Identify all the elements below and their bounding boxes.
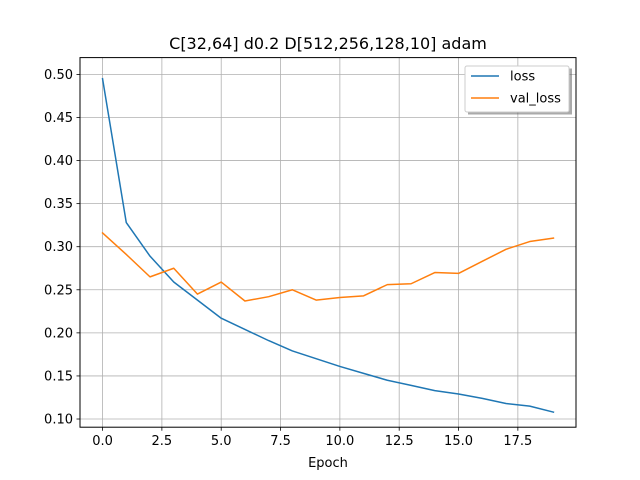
y-tick-label: 0.50 xyxy=(44,68,73,83)
legend: loss val_loss xyxy=(464,65,572,115)
legend-label-val-loss: val_loss xyxy=(510,92,561,107)
y-tick-label: 0.30 xyxy=(44,240,73,255)
x-tick-label: 7.5 xyxy=(270,434,291,449)
y-tick-label: 0.40 xyxy=(44,154,73,169)
x-tick-label: 12.5 xyxy=(385,434,414,449)
x-tick-label: 15.0 xyxy=(444,434,473,449)
y-tick-label: 0.45 xyxy=(44,111,73,126)
y-tick-label: 0.25 xyxy=(44,283,73,298)
plot-frame xyxy=(79,57,577,428)
y-tick-label: 0.20 xyxy=(44,326,73,341)
grid xyxy=(80,57,576,428)
y-tick-label: 0.10 xyxy=(44,413,73,428)
x-tick-label: 17.5 xyxy=(503,434,532,449)
legend-box xyxy=(464,65,570,113)
legend-label-loss: loss xyxy=(510,70,535,85)
series-line-loss xyxy=(101,77,555,414)
x-tick-label: 5.0 xyxy=(211,434,232,449)
y-tick-label: 0.15 xyxy=(44,369,73,384)
x-tick-label: 0.0 xyxy=(92,434,113,449)
series-line-val-loss xyxy=(101,231,555,302)
y-tick-label: 0.35 xyxy=(44,197,73,212)
x-axis-label: Epoch xyxy=(308,456,348,471)
x-tick-label: 10.0 xyxy=(325,434,354,449)
chart-title: C[32,64] d0.2 D[512,256,128,10] adam xyxy=(169,34,487,53)
legend-entries: loss val_loss xyxy=(471,70,561,107)
x-tick-label: 2.5 xyxy=(152,434,173,449)
series-group xyxy=(101,77,555,414)
ticks: 0.0 2.5 5.0 7.5 10.0 12.5 15.0 17.5 0.10 0.15 0.20… xyxy=(44,68,532,449)
